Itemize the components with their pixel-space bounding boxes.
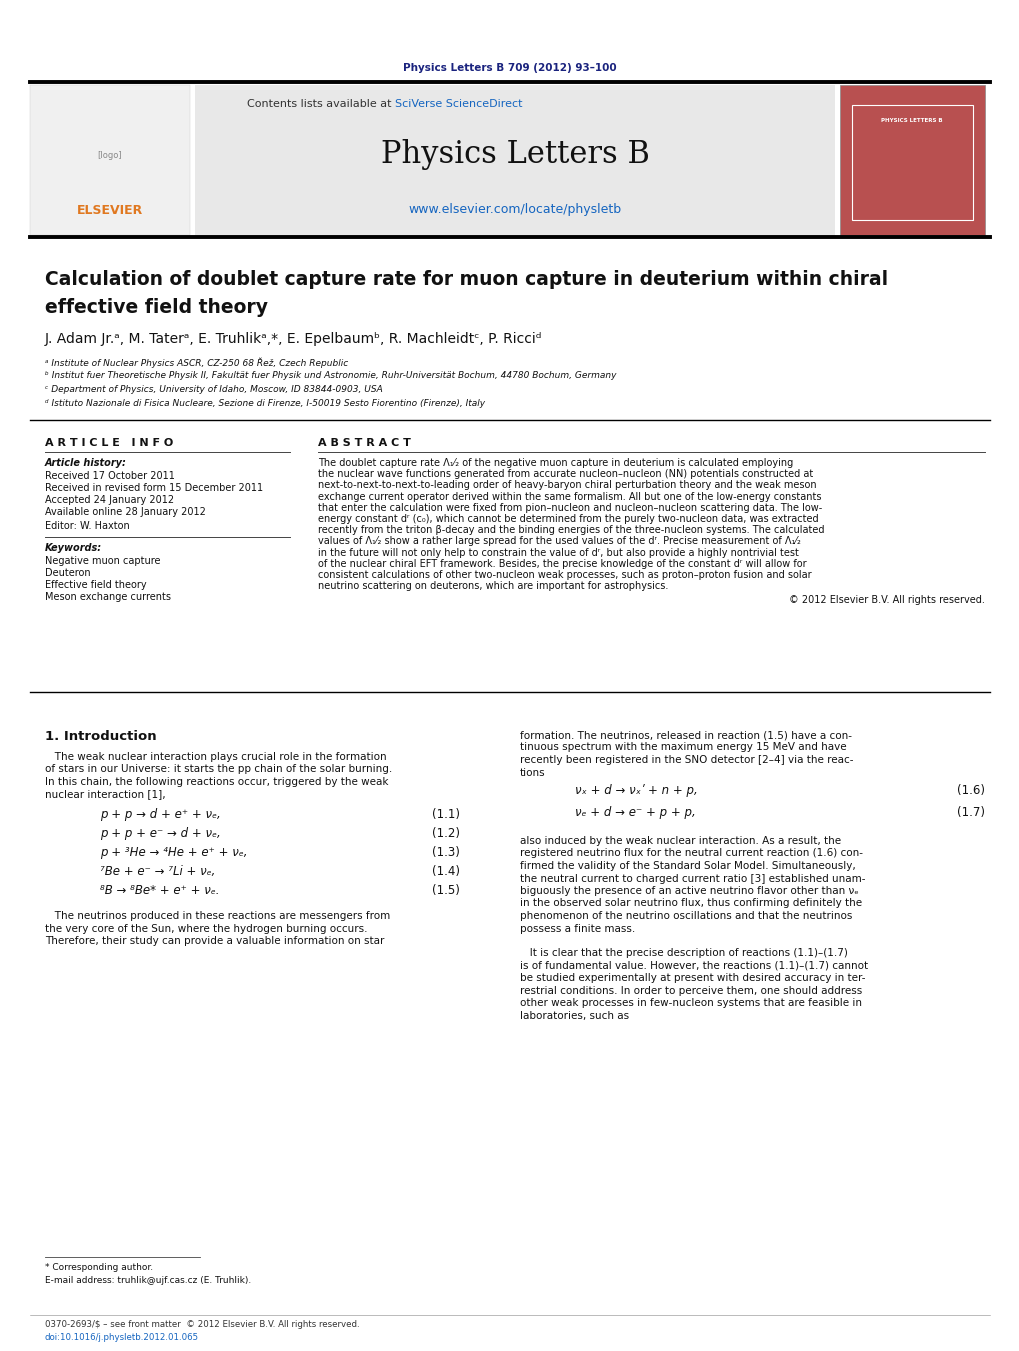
Text: PHYSICS LETTERS B: PHYSICS LETTERS B	[880, 118, 942, 123]
Text: recently from the triton β-decay and the binding energies of the three-nucleon s: recently from the triton β-decay and the…	[318, 526, 823, 535]
Text: * Corresponding author.: * Corresponding author.	[45, 1263, 153, 1273]
Text: ⁷Be + e⁻ → ⁷Li + νₑ,: ⁷Be + e⁻ → ⁷Li + νₑ,	[100, 865, 215, 878]
Text: consistent calculations of other two-nucleon weak processes, such as proton–prot: consistent calculations of other two-nuc…	[318, 570, 811, 580]
Text: p + ³He → ⁴He + e⁺ + νₑ,: p + ³He → ⁴He + e⁺ + νₑ,	[100, 846, 248, 859]
Text: Calculation of doublet capture rate for muon capture in deuterium within chiral: Calculation of doublet capture rate for …	[45, 270, 888, 289]
Text: tions: tions	[520, 767, 545, 777]
Text: Physics Letters B: Physics Letters B	[380, 139, 649, 170]
Bar	[851, 105, 972, 220]
Text: (1.5): (1.5)	[432, 884, 460, 897]
Text: is of fundamental value. However, the reactions (1.1)–(1.7) cannot: is of fundamental value. However, the re…	[520, 961, 867, 970]
Text: www.elsevier.com/locate/physletb: www.elsevier.com/locate/physletb	[408, 204, 621, 216]
Text: Available online 28 January 2012: Available online 28 January 2012	[45, 507, 206, 517]
Text: ᵈ Istituto Nazionale di Fisica Nucleare, Sezione di Firenze, I-50019 Sesto Fiore: ᵈ Istituto Nazionale di Fisica Nucleare,…	[45, 399, 485, 408]
Text: energy constant dʳ (c₀), which cannot be determined from the purely two-nucleon : energy constant dʳ (c₀), which cannot be…	[318, 513, 818, 524]
Text: © 2012 Elsevier B.V. All rights reserved.: © 2012 Elsevier B.V. All rights reserved…	[789, 596, 984, 605]
Text: be studied experimentally at present with desired accuracy in ter-: be studied experimentally at present wit…	[520, 973, 865, 984]
Text: next-to-next-to-next-to-leading order of heavy-baryon chiral perturbation theory: next-to-next-to-next-to-leading order of…	[318, 481, 816, 490]
Text: ᵇ Institut fuer Theoretische Physik II, Fakultät fuer Physik und Astronomie, Ruh: ᵇ Institut fuer Theoretische Physik II, …	[45, 372, 615, 381]
Text: other weak processes in few-nucleon systems that are feasible in: other weak processes in few-nucleon syst…	[520, 998, 861, 1008]
Bar	[840, 85, 984, 235]
Text: Editor: W. Haxton: Editor: W. Haxton	[45, 521, 129, 531]
Text: effective field theory: effective field theory	[45, 299, 268, 317]
Text: tinuous spectrum with the maximum energy 15 MeV and have: tinuous spectrum with the maximum energy…	[520, 743, 846, 753]
Text: of the nuclear chiral EFT framework. Besides, the precise knowledge of the const: of the nuclear chiral EFT framework. Bes…	[318, 559, 806, 569]
Text: [logo]: [logo]	[98, 150, 122, 159]
Text: of stars in our Universe: it starts the pp chain of the solar burning.: of stars in our Universe: it starts the …	[45, 765, 392, 774]
Text: nuclear interaction [1],: nuclear interaction [1],	[45, 789, 165, 800]
Text: νₑ + d → e⁻ + p + p,: νₑ + d → e⁻ + p + p,	[575, 807, 695, 819]
Text: Deuteron: Deuteron	[45, 567, 91, 578]
Text: Therefore, their study can provide a valuable information on star: Therefore, their study can provide a val…	[45, 936, 384, 946]
Text: firmed the validity of the Standard Solar Model. Simultaneously,: firmed the validity of the Standard Sola…	[520, 861, 855, 871]
Text: 0370-2693/$ – see front matter  © 2012 Elsevier B.V. All rights reserved.: 0370-2693/$ – see front matter © 2012 El…	[45, 1320, 360, 1329]
Text: A B S T R A C T: A B S T R A C T	[318, 438, 411, 449]
Text: p + p → d + e⁺ + νₑ,: p + p → d + e⁺ + νₑ,	[100, 808, 220, 821]
Text: doi:10.1016/j.physletb.2012.01.065: doi:10.1016/j.physletb.2012.01.065	[45, 1333, 199, 1342]
Text: Keywords:: Keywords:	[45, 543, 102, 553]
Text: The weak nuclear interaction plays crucial role in the formation: The weak nuclear interaction plays cruci…	[45, 753, 386, 762]
Text: The doublet capture rate Λ₁⁄₂ of the negative muon capture in deuterium is calcu: The doublet capture rate Λ₁⁄₂ of the neg…	[318, 458, 793, 467]
Text: ᶜ Department of Physics, University of Idaho, Moscow, ID 83844-0903, USA: ᶜ Department of Physics, University of I…	[45, 385, 382, 394]
Text: (1.3): (1.3)	[432, 846, 460, 859]
Text: Accepted 24 January 2012: Accepted 24 January 2012	[45, 494, 174, 505]
Text: (1.1): (1.1)	[432, 808, 460, 821]
Text: Physics Letters B 709 (2012) 93–100: Physics Letters B 709 (2012) 93–100	[403, 63, 616, 73]
Text: that enter the calculation were fixed from pion–nucleon and nucleon–nucleon scat: that enter the calculation were fixed fr…	[318, 503, 821, 513]
Text: Contents lists available at: Contents lists available at	[247, 99, 394, 109]
Text: (1.6): (1.6)	[956, 784, 984, 797]
Text: Received 17 October 2011: Received 17 October 2011	[45, 471, 174, 481]
Text: registered neutrino flux for the neutral current reaction (1.6) con-: registered neutrino flux for the neutral…	[520, 848, 862, 858]
Text: the neutral current to charged current ratio [3] established unam-: the neutral current to charged current r…	[520, 874, 865, 884]
Text: J. Adam Jr.ᵃ, M. Taterᵃ, E. Truhlikᵃ,*, E. Epelbaumᵇ, R. Machleidtᶜ, P. Ricciᵈ: J. Adam Jr.ᵃ, M. Taterᵃ, E. Truhlikᵃ,*, …	[45, 332, 542, 346]
Text: (1.2): (1.2)	[432, 827, 460, 840]
Text: the nuclear wave functions generated from accurate nucleon–nucleon (NN) potentia: the nuclear wave functions generated fro…	[318, 469, 812, 480]
Text: Negative muon capture: Negative muon capture	[45, 557, 160, 566]
Text: (1.7): (1.7)	[956, 807, 984, 819]
Bar	[195, 85, 835, 235]
Text: recently been registered in the SNO detector [2–4] via the reac-: recently been registered in the SNO dete…	[520, 755, 853, 765]
Text: in the observed solar neutrino flux, thus confirming definitely the: in the observed solar neutrino flux, thu…	[520, 898, 861, 908]
Text: νₓ + d → νₓʹ + n + p,: νₓ + d → νₓʹ + n + p,	[575, 784, 697, 797]
Text: phenomenon of the neutrino oscillations and that the neutrinos: phenomenon of the neutrino oscillations …	[520, 911, 852, 921]
Text: In this chain, the following reactions occur, triggered by the weak: In this chain, the following reactions o…	[45, 777, 388, 788]
Text: (1.4): (1.4)	[432, 865, 460, 878]
Text: restrial conditions. In order to perceive them, one should address: restrial conditions. In order to perceiv…	[520, 985, 861, 996]
Text: Article history:: Article history:	[45, 458, 126, 467]
Text: ELSEVIER: ELSEVIER	[76, 204, 143, 216]
Text: biguously the presence of an active neutrino flavor other than νₑ: biguously the presence of an active neut…	[520, 886, 858, 896]
Text: It is clear that the precise description of reactions (1.1)–(1.7): It is clear that the precise description…	[520, 948, 847, 958]
Text: p + p + e⁻ → d + νₑ,: p + p + e⁻ → d + νₑ,	[100, 827, 220, 840]
Text: E-mail address: truhlik@ujf.cas.cz (E. Truhlik).: E-mail address: truhlik@ujf.cas.cz (E. T…	[45, 1275, 251, 1285]
Text: A R T I C L E   I N F O: A R T I C L E I N F O	[45, 438, 173, 449]
Text: neutrino scattering on deuterons, which are important for astrophysics.: neutrino scattering on deuterons, which …	[318, 581, 667, 592]
Text: Effective field theory: Effective field theory	[45, 580, 147, 590]
Text: SciVerse ScienceDirect: SciVerse ScienceDirect	[394, 99, 522, 109]
Text: ⁸B → ⁸Be* + e⁺ + νₑ.: ⁸B → ⁸Be* + e⁺ + νₑ.	[100, 884, 219, 897]
Text: values of Λ₁⁄₂ show a rather large spread for the used values of the dʳ. Precise: values of Λ₁⁄₂ show a rather large sprea…	[318, 536, 800, 546]
Text: possess a finite mass.: possess a finite mass.	[520, 924, 635, 934]
Text: Meson exchange currents: Meson exchange currents	[45, 592, 171, 603]
Text: 1. Introduction: 1. Introduction	[45, 730, 157, 743]
Bar	[30, 85, 190, 235]
Text: exchange current operator derived within the same formalism. All but one of the : exchange current operator derived within…	[318, 492, 820, 501]
Text: in the future will not only help to constrain the value of dʳ, but also provide : in the future will not only help to cons…	[318, 547, 798, 558]
Text: ᵃ Institute of Nuclear Physics ASCR, CZ-250 68 Řež, Czech Republic: ᵃ Institute of Nuclear Physics ASCR, CZ-…	[45, 358, 347, 369]
Text: The neutrinos produced in these reactions are messengers from: The neutrinos produced in these reaction…	[45, 911, 390, 921]
Text: also induced by the weak nuclear interaction. As a result, the: also induced by the weak nuclear interac…	[520, 836, 841, 846]
Text: Received in revised form 15 December 2011: Received in revised form 15 December 201…	[45, 484, 263, 493]
Text: formation. The neutrinos, released in reaction (1.5) have a con-: formation. The neutrinos, released in re…	[520, 730, 851, 740]
Text: laboratories, such as: laboratories, such as	[520, 1011, 629, 1020]
Text: the very core of the Sun, where the hydrogen burning occurs.: the very core of the Sun, where the hydr…	[45, 924, 367, 934]
